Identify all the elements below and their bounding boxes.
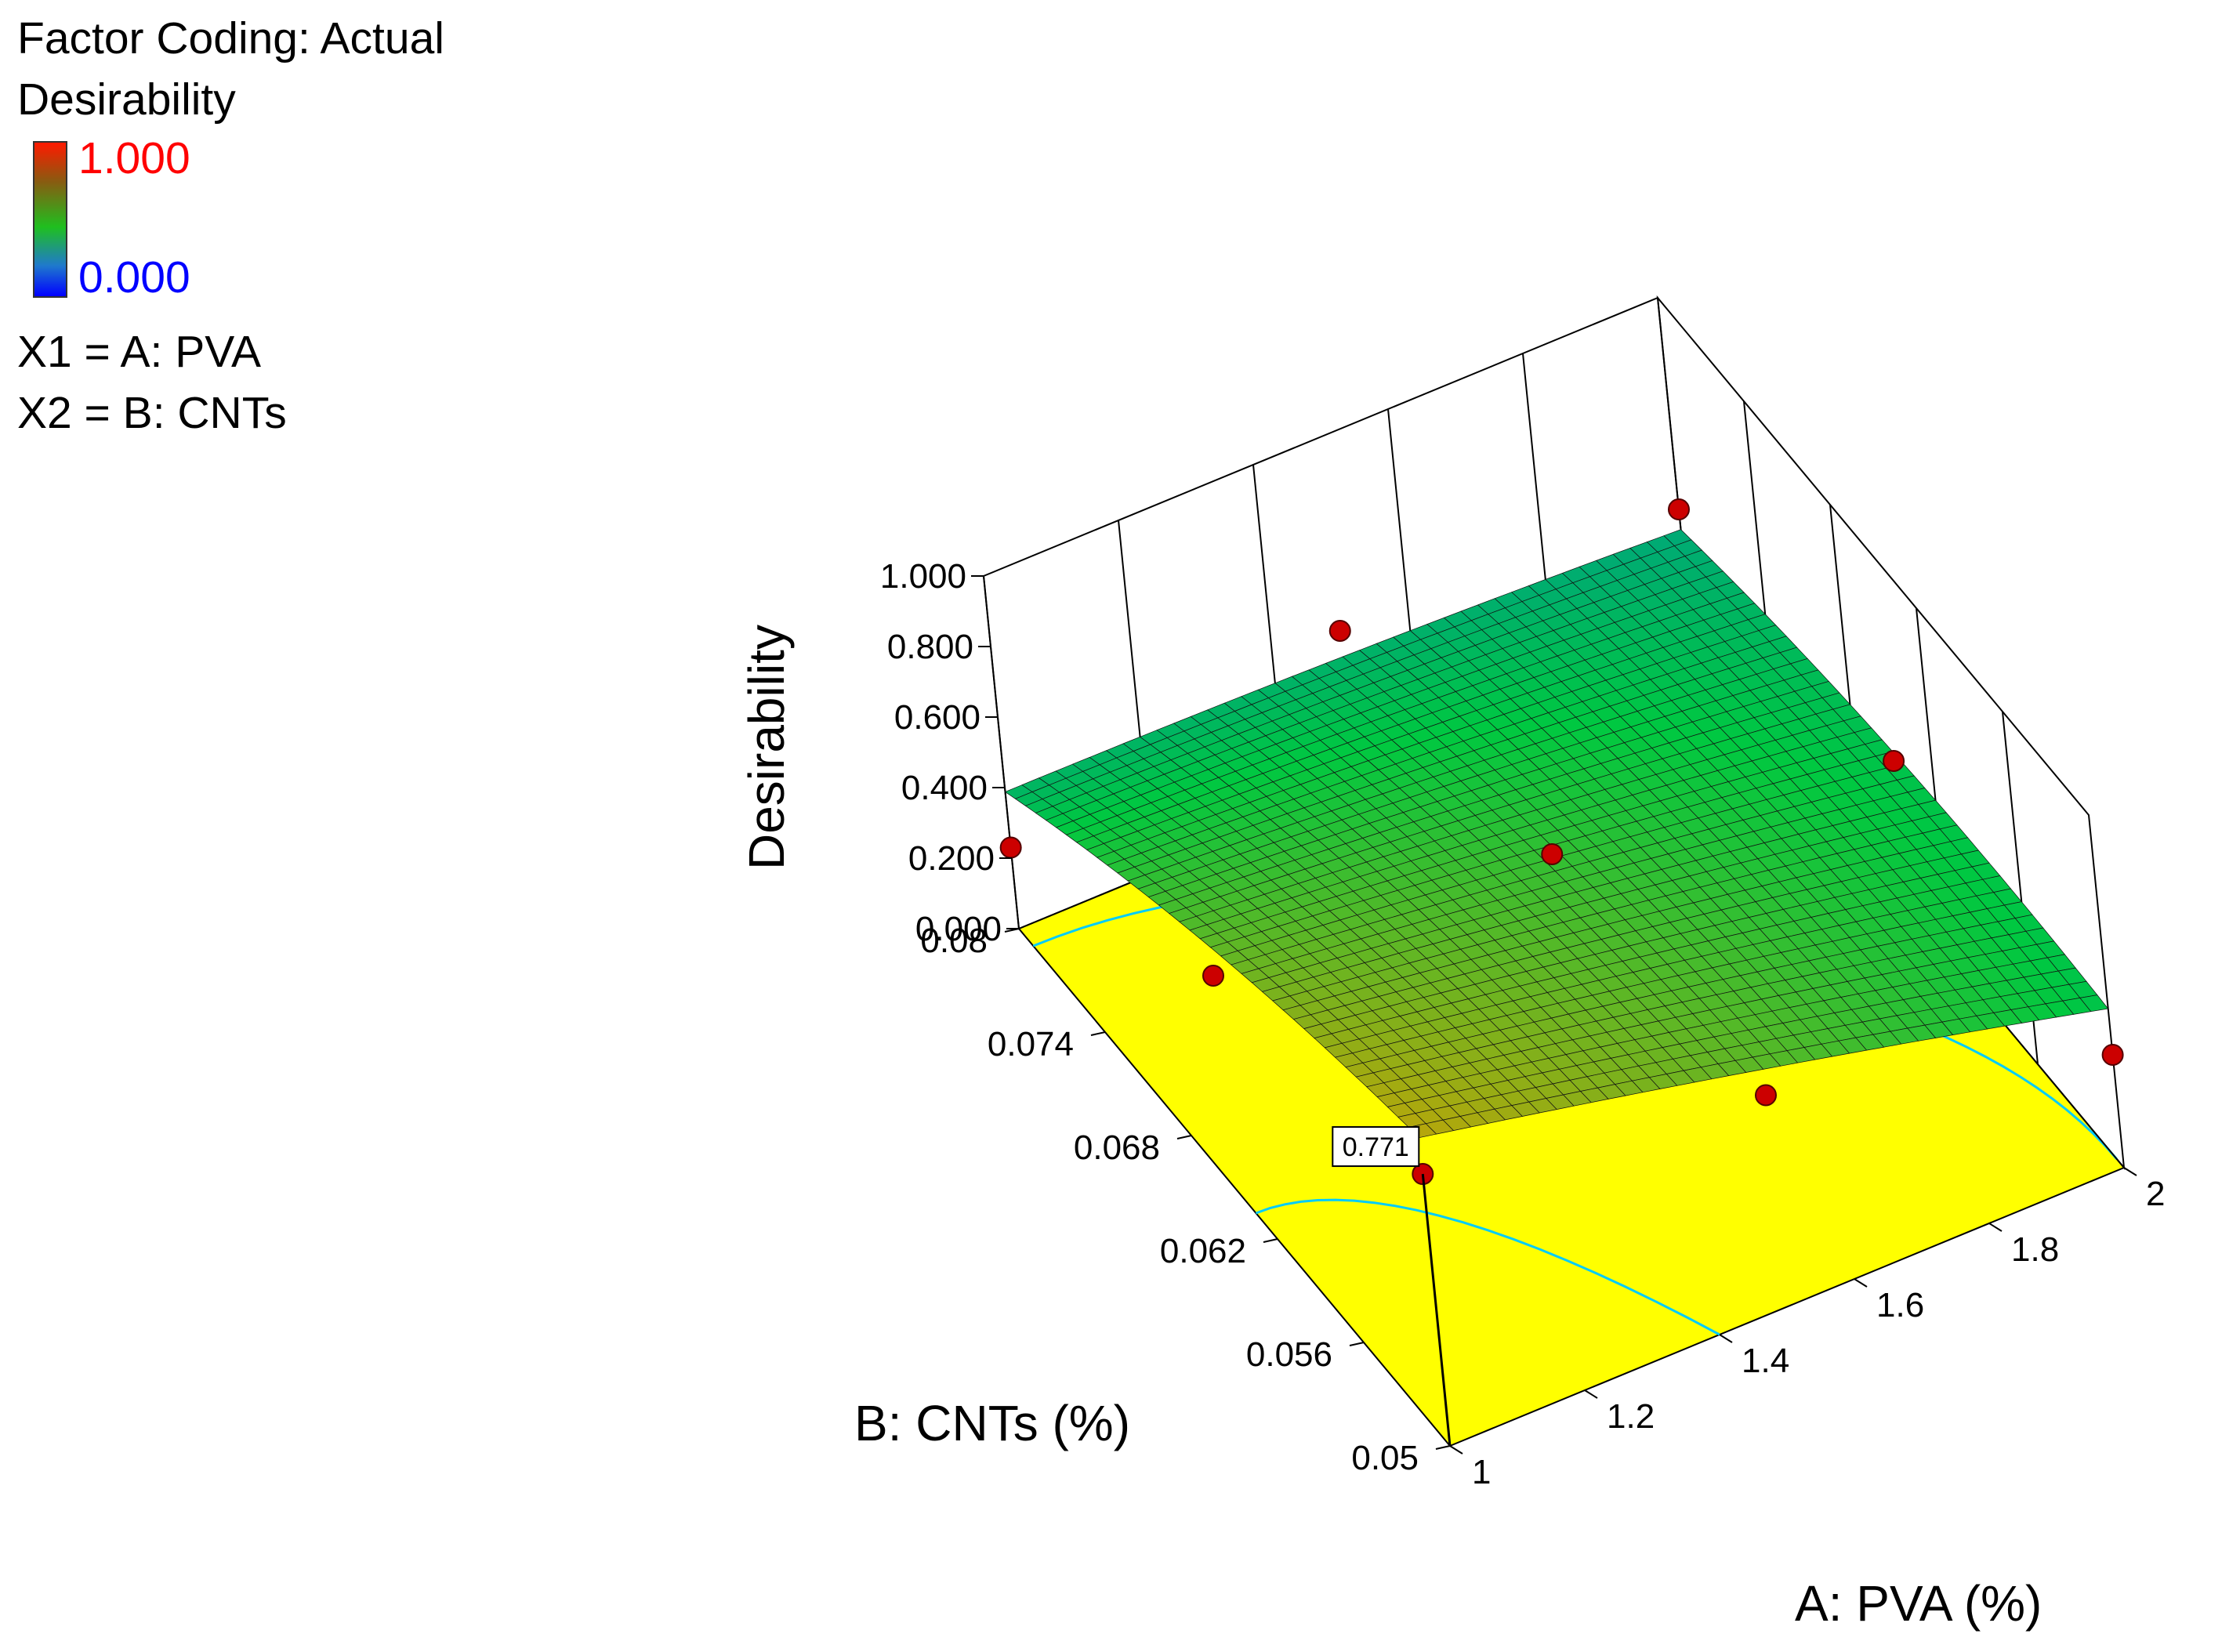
z-tick-label: 0.800 <box>887 628 973 666</box>
b-tick-label: 0.05 <box>1351 1439 1419 1477</box>
b-tick-mark <box>1435 1445 1451 1450</box>
design-point <box>1755 1084 1777 1107</box>
factor-coding-label: Factor Coding: Actual <box>17 13 444 63</box>
design-point <box>1883 750 1905 772</box>
b-tick-label: 0.056 <box>1246 1335 1332 1374</box>
z-tick-label: 1.000 <box>880 557 966 596</box>
b-tick-label: 0.074 <box>988 1025 1074 1063</box>
design-point <box>999 836 1022 859</box>
design-point <box>1541 843 1564 865</box>
b-axis-title: B: CNTs (%) <box>854 1395 1130 1451</box>
b-tick-label: 0.062 <box>1160 1232 1246 1270</box>
color-scale-max: 1.000 <box>78 133 190 183</box>
color-ramp <box>33 141 67 298</box>
a-tick-mark <box>1584 1389 1598 1399</box>
b-tick-mark <box>1090 1031 1106 1036</box>
z-tick-label: 0.000 <box>915 910 1002 948</box>
z-tick-label: 0.400 <box>901 769 988 807</box>
design-point <box>1202 965 1224 987</box>
a-axis-title: A: PVA (%) <box>1795 1575 2042 1632</box>
z-tick-label: 0.600 <box>894 698 980 737</box>
x1-definition: X1 = A: PVA <box>17 327 262 377</box>
legend: Factor Coding: Actual Desirability 1.000… <box>17 8 444 444</box>
a-tick-mark <box>2123 1167 2137 1176</box>
a-tick-mark <box>1719 1334 1733 1343</box>
b-tick-label: 0.08 <box>920 922 988 960</box>
callout-value: 0.771 <box>1343 1132 1409 1162</box>
a-tick-mark <box>1854 1278 1868 1288</box>
color-scale-min: 0.000 <box>78 252 190 303</box>
b-tick-mark <box>1349 1342 1365 1346</box>
b-tick-mark <box>1263 1238 1278 1243</box>
design-point <box>1668 498 1690 520</box>
design-point <box>1328 620 1351 642</box>
legend-response-name: Desirability <box>17 74 236 125</box>
b-tick-mark <box>1176 1135 1192 1139</box>
a-tick-label: 1.8 <box>2011 1230 2059 1269</box>
z-tick-label: 0.200 <box>908 839 995 878</box>
a-tick-label: 1 <box>1472 1453 1491 1491</box>
design-point <box>2101 1044 2124 1066</box>
a-tick-label: 1.4 <box>1742 1342 1789 1380</box>
callout-box <box>1332 1126 1420 1168</box>
a-tick-label: 1.2 <box>1607 1397 1655 1436</box>
x2-definition: X2 = B: CNTs <box>17 388 287 438</box>
a-tick-label: 1.6 <box>1876 1286 1924 1324</box>
z-axis-line <box>983 575 1020 929</box>
a-tick-mark <box>1988 1223 2003 1232</box>
a-tick-label: 2 <box>2146 1175 2165 1213</box>
b-tick-label: 0.068 <box>1074 1129 1160 1167</box>
a-tick-mark <box>1449 1445 1463 1455</box>
color-scale: 1.000 0.000 <box>17 133 444 303</box>
contour-line <box>1255 1198 1720 1336</box>
z-axis-title: Desirability <box>738 625 795 870</box>
callout-stem <box>1421 1173 1452 1447</box>
